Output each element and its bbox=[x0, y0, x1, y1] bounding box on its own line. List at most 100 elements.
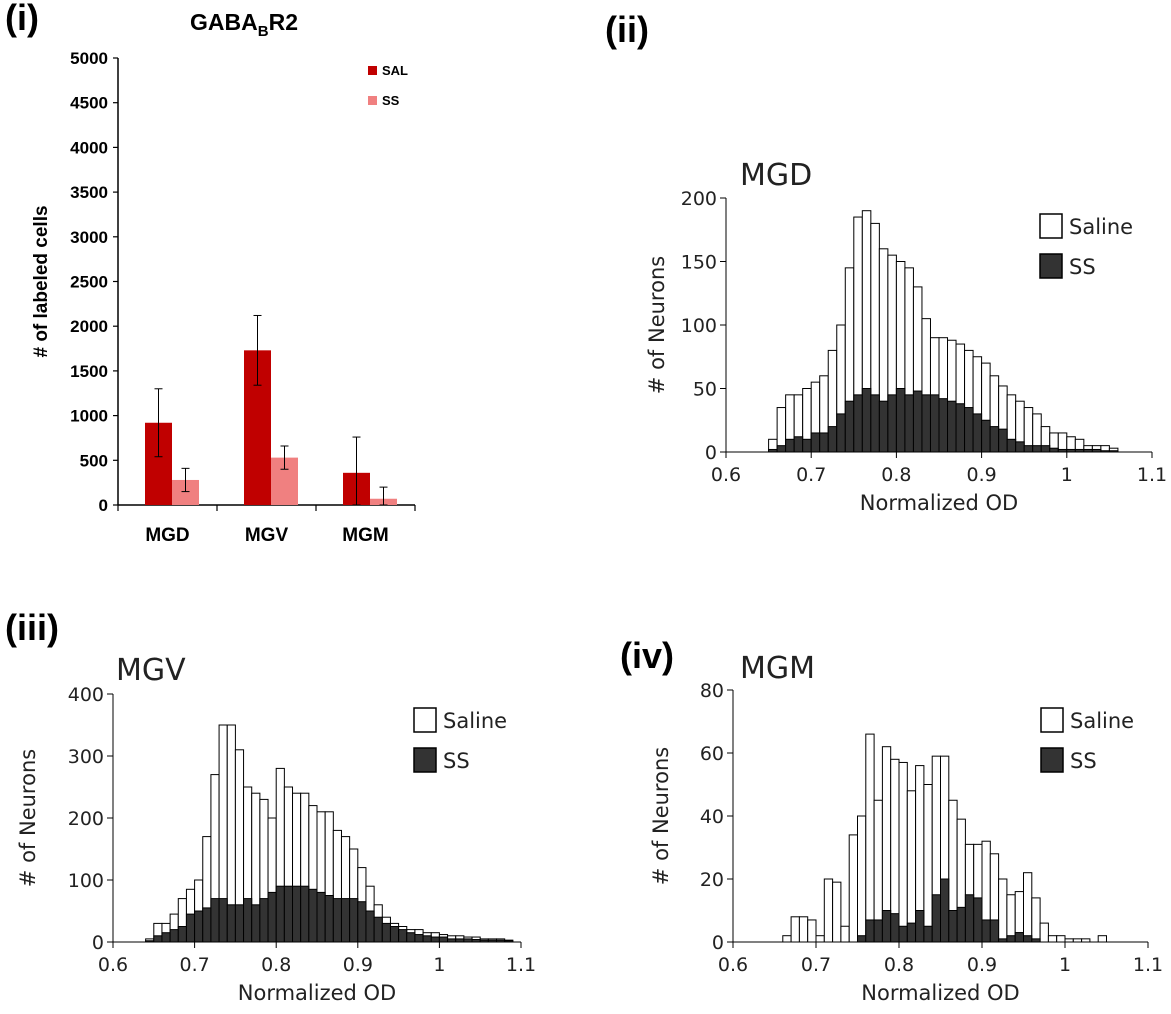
chart-iv-bar-ss bbox=[915, 910, 925, 943]
chart-iii-bar-ss bbox=[398, 929, 408, 943]
chart-iii-bar-ss bbox=[349, 898, 359, 943]
chart-ii-bar-ss bbox=[955, 403, 966, 453]
chart-iv-bar-saline bbox=[823, 878, 834, 943]
chart-iii-x-tick-label: 1.1 bbox=[506, 954, 536, 976]
chart-ii-bar-ss bbox=[929, 394, 940, 453]
chart-iii-bar-ss bbox=[381, 922, 391, 943]
chart-iii-bar-ss bbox=[438, 936, 449, 943]
chart-iii-bar-ss bbox=[373, 916, 383, 943]
panel-label-iv: (iv) bbox=[620, 635, 674, 676]
chart-iii-bar-ss bbox=[340, 898, 351, 943]
chart-ii-bar-ss bbox=[802, 438, 812, 453]
chart-i-legend-label-ss: SS bbox=[382, 93, 400, 108]
chart-iv-bar-ss bbox=[881, 910, 892, 943]
chart-i-title-sub: B bbox=[258, 23, 269, 40]
chart-iii-bar-ss bbox=[422, 935, 432, 943]
chart-i-x-tick-label: MGM bbox=[342, 525, 388, 546]
chart-iii-bar-ss bbox=[332, 898, 342, 943]
chart-ii-legend-label-ss: SS bbox=[1069, 255, 1096, 279]
chart-iii-legend-swatch-ss bbox=[413, 747, 437, 773]
chart-ii-bar-ss bbox=[1023, 445, 1034, 453]
chart-ii-bar-ss bbox=[981, 419, 991, 453]
chart-iv-bar-saline bbox=[1056, 935, 1066, 943]
chart-i-y-tick-label: 1000 bbox=[70, 407, 108, 426]
chart-iv-x-tick-label: 1 bbox=[1059, 954, 1071, 976]
chart-iv-x-tick-label: 0.7 bbox=[801, 954, 831, 976]
chart-iv-y-tick-label: 40 bbox=[700, 806, 724, 828]
chart-iv-legend-label-saline: Saline bbox=[1070, 709, 1134, 733]
chart-iii-x-tick-label: 0.9 bbox=[343, 954, 373, 976]
chart-ii-y-tick-label: 100 bbox=[681, 315, 717, 337]
chart-iii-bar-ss bbox=[169, 929, 179, 943]
chart-i-title-main: GABA bbox=[190, 9, 258, 35]
chart-ii-bar-ss bbox=[819, 432, 829, 453]
chart-iii-x-tick-label: 1 bbox=[433, 954, 445, 976]
chart-ii-y-tick-label: 150 bbox=[681, 252, 717, 274]
chart-i-y-tick-label: 3500 bbox=[70, 183, 108, 202]
chart-i-y-tick-label: 1500 bbox=[70, 362, 108, 381]
chart-i-y-tick-label: 0 bbox=[99, 496, 108, 515]
chart-iii-x-axis-label: Normalized OD bbox=[238, 981, 396, 1005]
chart-iv-bar-saline bbox=[815, 935, 825, 943]
chart-iv-bar-ss bbox=[1006, 935, 1016, 943]
chart-ii-legend-swatch-saline bbox=[1039, 213, 1063, 239]
chart-i-title: GABABR2 bbox=[190, 9, 298, 40]
chart-i-title-end: R2 bbox=[269, 9, 298, 35]
chart-iii-bar-ss bbox=[194, 910, 204, 943]
chart-iii-title: MGV bbox=[116, 653, 186, 688]
chart-ii-x-tick-label: 0.8 bbox=[881, 464, 911, 486]
chart-ii: MGD 0 50 100 150 200 0.6 0.7 0.8 0.9 1 1.1 Normalize… bbox=[645, 158, 1167, 515]
chart-iii-bar-ss bbox=[283, 885, 294, 943]
chart-ii-x-tick-label: 0.7 bbox=[796, 464, 826, 486]
chart-iv-bar-saline bbox=[832, 881, 842, 943]
chart-iii-bar-ss bbox=[177, 926, 187, 943]
chart-ii-bar-ss bbox=[1040, 445, 1051, 453]
chart-iv-bar-ss bbox=[956, 906, 966, 943]
chart-iii-x-tick-label: 0.6 bbox=[98, 954, 128, 976]
chart-i-y-tick-label: 500 bbox=[80, 451, 108, 470]
chart-iii: MGV 0 100 200 300 400 0.6 0.7 0.8 0.9 1 1.1 Normaliz… bbox=[16, 653, 536, 1005]
chart-iv-y-axis-label: # of Neurons bbox=[649, 747, 673, 885]
chart-ii-bar-ss bbox=[964, 407, 974, 453]
panel-label-ii: (ii) bbox=[605, 9, 649, 50]
chart-i-y-tick-label: 4000 bbox=[70, 138, 108, 157]
chart-iii-bar-ss bbox=[267, 891, 277, 943]
chart-ii-bar-ss bbox=[1015, 441, 1025, 453]
chart-iv-bar-saline bbox=[898, 761, 908, 943]
chart-iv-bar-ss bbox=[923, 925, 933, 943]
chart-ii-legend-label-saline: Saline bbox=[1069, 215, 1133, 239]
chart-iii-bar-ss bbox=[365, 910, 375, 943]
chart-iv-bar-saline bbox=[857, 815, 867, 943]
chart-i-legend-label-sal: SAL bbox=[382, 63, 408, 78]
chart-ii-x-axis-label: Normalized OD bbox=[860, 491, 1018, 515]
chart-iv-y-tick-label: 20 bbox=[700, 869, 724, 891]
chart-iv-bar-saline bbox=[790, 916, 800, 943]
chart-iv-bar-saline bbox=[798, 916, 809, 943]
chart-iii-bar-ss bbox=[202, 907, 212, 943]
chart-iv-bar-ss bbox=[890, 913, 900, 943]
chart-iii-bar-ss bbox=[226, 904, 236, 943]
chart-iv-bar-saline bbox=[1006, 894, 1016, 943]
chart-ii-bar-ss bbox=[810, 432, 821, 453]
chart-ii-bar-ss bbox=[878, 400, 889, 453]
chart-i-y-tick-label: 2000 bbox=[70, 317, 108, 336]
chart-ii-bar-ss bbox=[1006, 438, 1017, 453]
chart-iii-bar-ss bbox=[251, 904, 261, 943]
chart-iii-bar-ss bbox=[259, 898, 269, 943]
chart-iii-bar-ss bbox=[389, 926, 400, 943]
chart-iv-bar-saline bbox=[923, 784, 933, 943]
chart-iv-bar-ss bbox=[873, 919, 883, 943]
chart-iv-bar-saline bbox=[1039, 922, 1049, 943]
chart-iv-bar-saline bbox=[782, 935, 792, 943]
chart-iii-bar-ss bbox=[406, 932, 416, 943]
chart-iii-y-tick-label: 0 bbox=[92, 932, 104, 954]
chart-iv-legend-swatch-saline bbox=[1040, 707, 1064, 733]
chart-ii-legend-swatch-ss bbox=[1039, 253, 1063, 279]
chart-i-y-axis-label: # of labeled cells bbox=[31, 205, 52, 357]
chart-iv-bar-ss bbox=[857, 935, 867, 943]
chart-ii-bar-ss bbox=[947, 400, 957, 453]
chart-iii-bar-ss bbox=[324, 895, 334, 943]
chart-iv-bar-ss bbox=[964, 894, 975, 943]
chart-ii-y-axis-label: # of Neurons bbox=[645, 256, 669, 394]
